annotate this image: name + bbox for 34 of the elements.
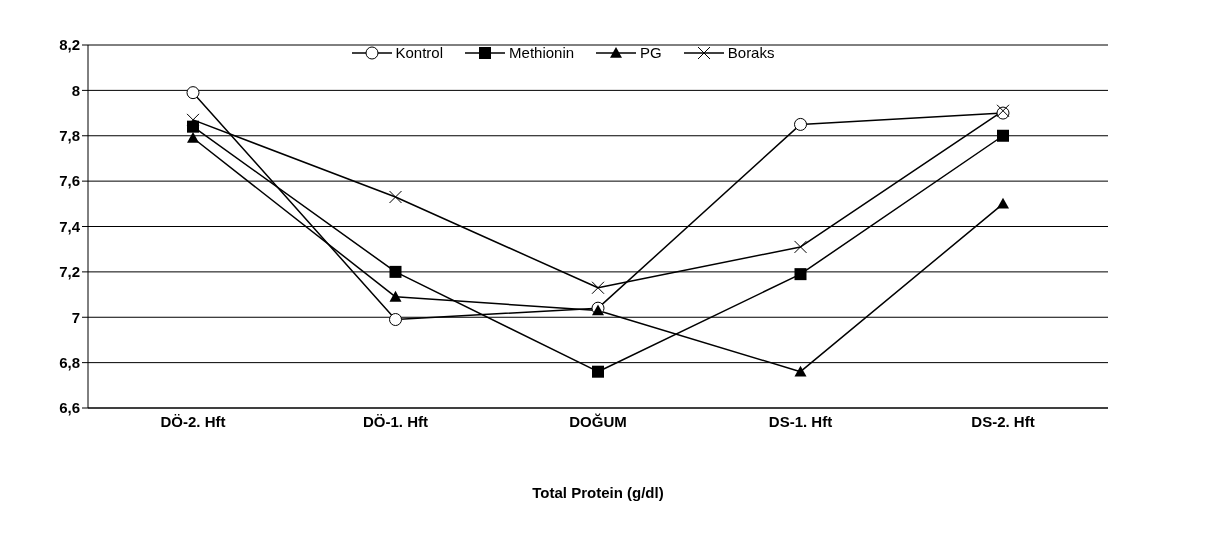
y-tick-label: 6,6 (59, 399, 80, 417)
y-tick-label: 7,6 (59, 172, 80, 190)
y-tick-label: 7 (71, 308, 80, 326)
point (794, 365, 807, 377)
y-tick-label: 7,8 (59, 127, 80, 145)
point (997, 129, 1009, 142)
point (186, 86, 200, 100)
point (592, 365, 604, 378)
point (794, 240, 807, 254)
x-axis-title: Total Protein (g/dl) (532, 484, 664, 501)
y-tick-label: 7,4 (59, 217, 81, 235)
point (187, 132, 199, 143)
point (794, 268, 807, 281)
y-tick-label: 8,2 (59, 36, 80, 54)
legend-label: Boraks (727, 44, 775, 61)
point (389, 190, 402, 204)
x-tick-label: DS-1. Hft (768, 412, 833, 430)
point (186, 113, 200, 127)
x-tick-label: DOĞUM (569, 412, 627, 430)
legend-label: Kontrol (395, 44, 444, 61)
legend-label: Methionin (509, 44, 575, 61)
x-tick-label: DÖ-2. Hft (160, 412, 226, 430)
point (794, 117, 807, 131)
y-tick-label: 8 (71, 81, 80, 99)
x-tick-label: DÖ-1. Hft (363, 412, 428, 430)
point (591, 281, 605, 295)
point (389, 313, 402, 327)
legend-label: PG (640, 44, 662, 61)
point (997, 197, 1009, 209)
y-tick-label: 6,8 (59, 353, 80, 371)
point (389, 265, 402, 278)
point (389, 290, 402, 302)
x-tick-label: DS-2. Hft (971, 412, 1035, 430)
y-tick-label: 7,2 (59, 263, 80, 281)
